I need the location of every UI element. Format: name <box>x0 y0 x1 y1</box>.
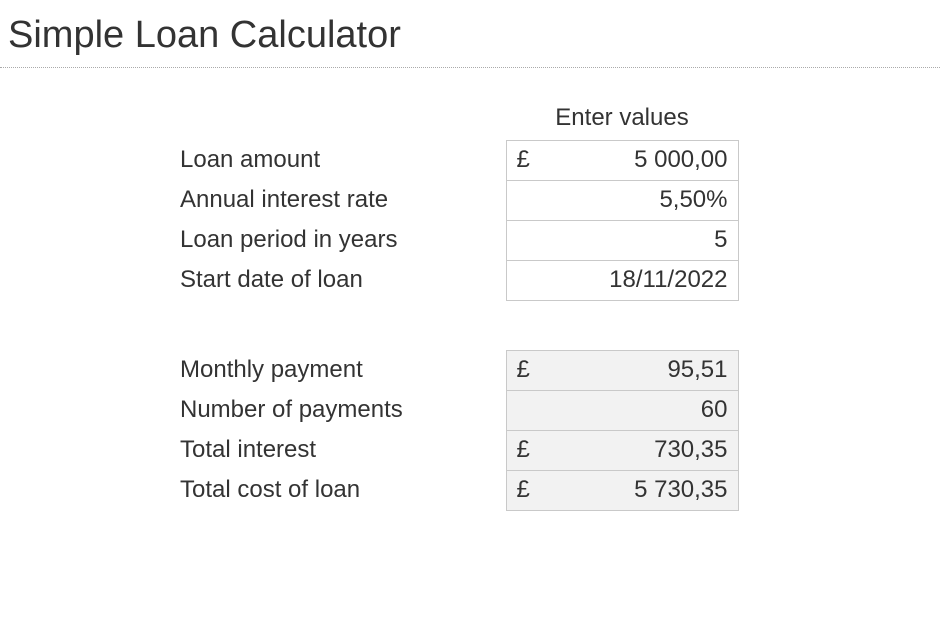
label-interest-rate: Annual interest rate <box>176 180 506 220</box>
output-num-payments: 60 <box>506 390 738 430</box>
input-start-date[interactable]: 18/11/2022 <box>506 260 738 300</box>
label-total-cost: Total cost of loan <box>176 470 506 510</box>
label-num-payments: Number of payments <box>176 390 506 430</box>
row-loan-years: Loan period in years 5 <box>176 220 738 260</box>
value-total-cost: 5 730,35 <box>634 476 727 503</box>
page-title: Simple Loan Calculator <box>0 0 940 68</box>
value-monthly-payment: 95,51 <box>667 356 727 383</box>
label-loan-amount: Loan amount <box>176 140 506 180</box>
currency-symbol: £ <box>517 148 530 172</box>
currency-symbol: £ <box>517 438 530 462</box>
calculator-content: Enter values Loan amount £ 5 000,00 Annu… <box>0 68 940 511</box>
label-start-date: Start date of loan <box>176 260 506 300</box>
value-start-date: 18/11/2022 <box>609 266 727 293</box>
currency-symbol: £ <box>517 478 530 502</box>
inputs-heading: Enter values <box>506 100 738 140</box>
label-monthly-payment: Monthly payment <box>176 350 506 390</box>
row-monthly-payment: Monthly payment £ 95,51 <box>176 350 738 390</box>
input-loan-years[interactable]: 5 <box>506 220 738 260</box>
row-interest-rate: Annual interest rate 5,50% <box>176 180 738 220</box>
input-loan-amount[interactable]: £ 5 000,00 <box>506 140 738 180</box>
label-loan-years: Loan period in years <box>176 220 506 260</box>
output-total-cost: £ 5 730,35 <box>506 470 738 510</box>
value-loan-amount: 5 000,00 <box>634 146 727 173</box>
label-total-interest: Total interest <box>176 430 506 470</box>
input-interest-rate[interactable]: 5,50% <box>506 180 738 220</box>
row-total-interest: Total interest £ 730,35 <box>176 430 738 470</box>
calculator-table: Enter values Loan amount £ 5 000,00 Annu… <box>176 100 739 511</box>
row-start-date: Start date of loan 18/11/2022 <box>176 260 738 300</box>
value-interest-rate: 5,50% <box>659 186 727 213</box>
value-total-interest: 730,35 <box>654 436 727 463</box>
value-loan-years: 5 <box>714 226 727 253</box>
currency-symbol: £ <box>517 358 530 382</box>
output-total-interest: £ 730,35 <box>506 430 738 470</box>
row-loan-amount: Loan amount £ 5 000,00 <box>176 140 738 180</box>
row-num-payments: Number of payments 60 <box>176 390 738 430</box>
row-total-cost: Total cost of loan £ 5 730,35 <box>176 470 738 510</box>
value-num-payments: 60 <box>701 396 728 423</box>
output-monthly-payment: £ 95,51 <box>506 350 738 390</box>
